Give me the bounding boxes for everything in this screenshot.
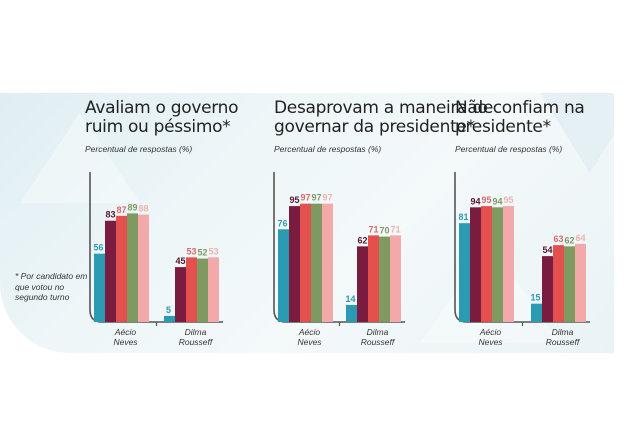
- bar: [138, 214, 149, 322]
- bar-data-label: 63: [553, 234, 563, 244]
- category-tick-label: Dilma: [185, 327, 207, 337]
- bar: [164, 315, 175, 322]
- category-tick-label: Rousseff: [361, 337, 396, 347]
- bar-data-label: 87: [116, 205, 126, 215]
- bar: [346, 304, 357, 322]
- category-tick-label: Neves: [113, 337, 138, 347]
- bar-data-label: 62: [357, 235, 367, 245]
- bar: [459, 223, 470, 322]
- bar: [208, 257, 219, 322]
- bar: [300, 203, 311, 322]
- category-tick-label: Rousseff: [179, 337, 214, 347]
- bar-data-label: 53: [186, 246, 196, 256]
- bar-data-label: 97: [311, 193, 321, 203]
- bar-data-label: 56: [93, 243, 103, 253]
- category-tick-label: Aécio: [114, 327, 137, 337]
- chart-title-line: Desaprovam a maneira de: [274, 98, 493, 118]
- bar-data-label: 53: [208, 246, 218, 256]
- chart-title: Desaprovam a maneira de governar da pres…: [274, 99, 493, 137]
- bar-data-label: 70: [379, 226, 389, 236]
- bar-data-label: 95: [289, 195, 299, 205]
- bar-data-label: 94: [492, 196, 502, 206]
- bar: [116, 215, 127, 322]
- bar: [322, 203, 333, 322]
- chart-title-line: Não confiam na: [455, 98, 585, 118]
- bar-data-label: 52: [197, 248, 207, 258]
- bar: [492, 207, 503, 322]
- bar: [368, 235, 379, 322]
- bar: [564, 246, 575, 322]
- chart-title-line: ruim ou péssimo*: [85, 117, 231, 137]
- bar-data-label: 71: [368, 224, 378, 234]
- bar-data-label: 71: [390, 224, 400, 234]
- bar-data-label: 14: [345, 294, 355, 304]
- footnote: * Por candidato em que votou no segundo …: [15, 271, 88, 302]
- chart-subtitle: Percentual de respostas (%): [274, 144, 382, 154]
- category-tick-label: Aécio: [298, 327, 321, 337]
- infographic-panel: * Por candidato em que votou no segundo …: [0, 93, 614, 353]
- bar: [379, 236, 390, 322]
- category-tick-label: Rousseff: [546, 337, 581, 347]
- bar: [481, 206, 492, 322]
- bar: [575, 243, 586, 322]
- bar-data-label: 94: [470, 196, 480, 206]
- bar-data-label: 95: [503, 195, 513, 205]
- bar-data-label: 62: [564, 235, 574, 245]
- bar-data-label: 83: [105, 210, 115, 220]
- bar-data-label: 45: [175, 256, 185, 266]
- bar: [311, 203, 322, 322]
- category-tick-label: Aécio: [479, 327, 502, 337]
- bar: [175, 267, 186, 322]
- bar-data-label: 64: [575, 233, 585, 243]
- bar: [390, 235, 401, 322]
- bar: [470, 207, 481, 322]
- bar: [127, 213, 138, 322]
- bar-data-label: 97: [300, 193, 310, 203]
- bar-data-label: 97: [322, 193, 332, 203]
- bar-data-label: 88: [138, 204, 148, 214]
- bar: [542, 256, 553, 322]
- bar: [531, 303, 542, 322]
- category-tick-label: Neves: [297, 337, 322, 347]
- chart-title: Não confiam na presidente*: [455, 99, 585, 137]
- category-tick-label: Dilma: [367, 327, 389, 337]
- bar-data-label: 54: [542, 245, 552, 255]
- bar: [94, 253, 105, 322]
- bar: [105, 220, 116, 322]
- background-triangle: [540, 93, 614, 173]
- bar: [357, 246, 368, 322]
- category-tick-label: Neves: [478, 337, 503, 347]
- background-triangle: [20, 113, 140, 203]
- bar: [289, 206, 300, 322]
- bar-data-label: 89: [127, 202, 137, 212]
- bar-data-label: 95: [481, 195, 491, 205]
- chart-title-line: governar da presidente*: [274, 117, 475, 137]
- bar-data-label: 15: [530, 293, 540, 303]
- bar: [278, 229, 289, 322]
- chart-subtitle: Percentual de respostas (%): [85, 144, 193, 154]
- bar-data-label: 81: [458, 212, 468, 222]
- category-tick-label: Dilma: [552, 327, 574, 337]
- chart-title: Avaliam o governo ruim ou péssimo*: [85, 98, 239, 137]
- chart-subtitle: Percentual de respostas (%): [455, 144, 563, 154]
- bar-data-label: 5: [166, 305, 171, 315]
- chart-title-line: Avaliam o governo: [85, 98, 239, 118]
- bar: [186, 257, 197, 322]
- chart-title-line: presidente*: [455, 117, 551, 137]
- bar-data-label: 76: [277, 218, 287, 228]
- bar: [197, 258, 208, 322]
- bar: [553, 245, 564, 322]
- bar: [503, 206, 514, 322]
